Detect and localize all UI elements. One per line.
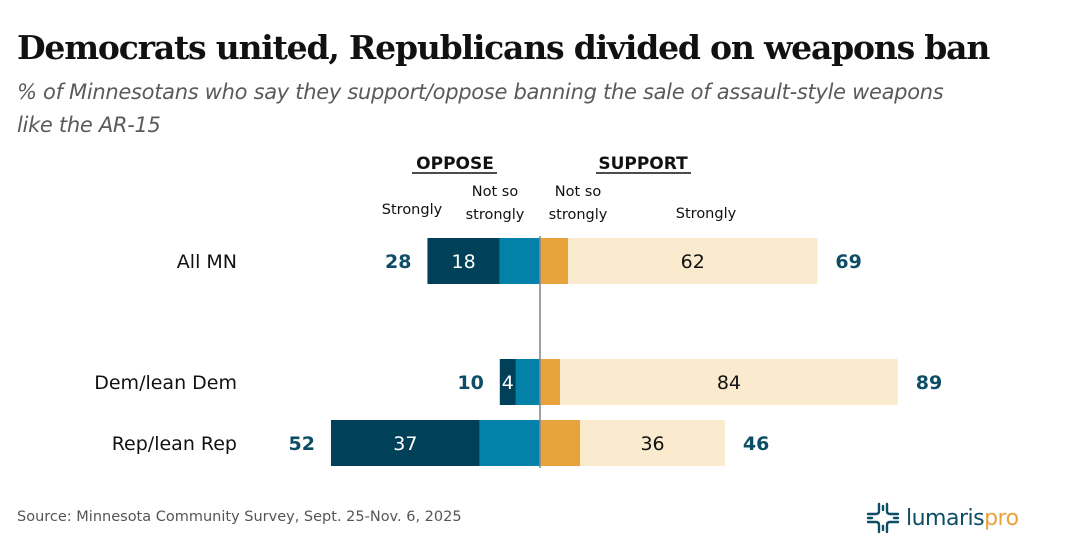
logo-wordmark: lumarispro [906, 506, 1019, 531]
bar-support-strongly-all-mn [568, 238, 818, 284]
category-label-rep-lean-rep: Rep/lean Rep [112, 433, 237, 455]
oppose-header: OPPOSE [416, 154, 494, 174]
oppose-strongly-header: Strongly [382, 202, 443, 218]
label-oppose-strongly-rep-lean-rep: 37 [393, 433, 417, 455]
category-label-all-mn: All MN [177, 251, 237, 273]
bars-group: All MN 18 62 28 69 Dem/lean Dem 4 84 10 89 Rep/lea… [94, 238, 942, 466]
bar-support-strongly-dem-lean-dem [560, 359, 898, 405]
bar-oppose-not-so-dem-lean-dem [515, 359, 540, 405]
bar-support-not-so-rep-lean-rep [540, 420, 581, 466]
bar-support-strongly-rep-lean-rep [580, 420, 725, 466]
oppose-not-so-header-line1: Not so [472, 184, 519, 200]
source-note: Source: Minnesota Community Survey, Sept… [17, 509, 462, 525]
total-oppose-rep-lean-rep: 52 [289, 433, 315, 455]
chart-title: Democrats united, Republicans divided on… [17, 28, 990, 67]
bar-support-not-so-dem-lean-dem [540, 359, 561, 405]
support-header: SUPPORT [598, 154, 688, 174]
support-not-so-header-line1: Not so [555, 184, 602, 200]
total-support-rep-lean-rep: 46 [743, 433, 769, 455]
total-oppose-dem-lean-dem: 10 [457, 372, 483, 394]
label-oppose-strongly-all-mn: 18 [452, 251, 476, 273]
bar-oppose-not-so-rep-lean-rep [479, 420, 540, 466]
support-not-so-header-line2: strongly [549, 207, 608, 223]
logo-text-lumaris: lumaris [906, 505, 985, 531]
total-oppose-all-mn: 28 [385, 251, 411, 273]
label-support-strongly-all-mn: 62 [681, 251, 705, 273]
label-oppose-strongly-dem-lean-dem: 4 [502, 372, 514, 394]
bar-support-not-so-all-mn [540, 238, 569, 284]
category-label-dem-lean-dem: Dem/lean Dem [94, 372, 237, 394]
bar-oppose-strongly-rep-lean-rep [330, 420, 480, 466]
support-strongly-header: Strongly [676, 206, 737, 222]
label-support-strongly-dem-lean-dem: 84 [717, 372, 741, 394]
total-support-all-mn: 69 [835, 251, 861, 273]
chart-subtitle: % of Minnesotans who say they support/op… [17, 80, 944, 137]
total-support-dem-lean-dem: 89 [916, 372, 942, 394]
bar-oppose-strongly-all-mn [427, 238, 500, 284]
logo-text-pro: pro [984, 505, 1019, 531]
label-support-strongly-rep-lean-rep: 36 [640, 433, 664, 455]
oppose-not-so-header-line2: strongly [466, 207, 525, 223]
bar-oppose-strongly-dem-lean-dem [499, 359, 516, 405]
lumaris-logo-icon [866, 502, 900, 534]
lumarispro-logo: lumarispro [866, 502, 1019, 534]
bar-oppose-not-so-all-mn [499, 238, 540, 284]
